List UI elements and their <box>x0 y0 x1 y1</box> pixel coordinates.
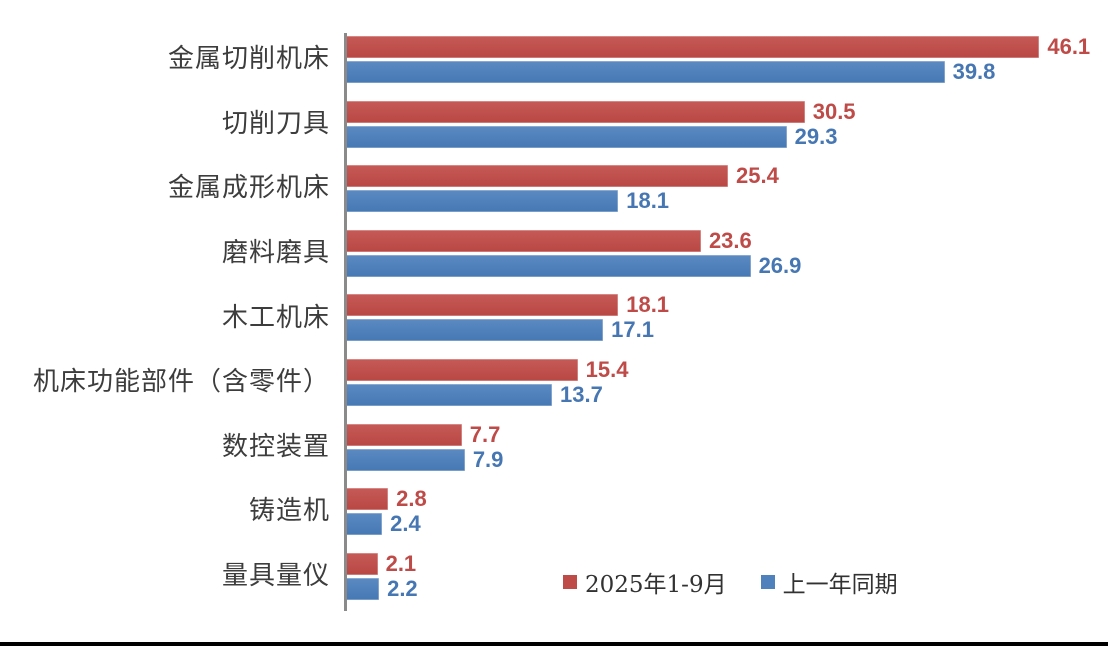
bar-row: 2.1 <box>346 550 1098 576</box>
category-group: 磨料磨具 23.6 26.9 <box>0 227 1098 278</box>
category-label: 铸造机 <box>248 496 330 527</box>
category-group: 金属成形机床 25.4 18.1 <box>0 163 1098 214</box>
bar-current-period <box>346 358 578 381</box>
bar-current-period <box>346 165 729 188</box>
bar-current-period <box>346 36 1040 58</box>
category-group: 量具量仪 2.1 2.2 <box>0 550 1098 601</box>
bar-row: 26.9 <box>346 252 1098 278</box>
bar-pair: 25.4 18.1 <box>346 163 1098 214</box>
bar-previous-period <box>346 254 751 277</box>
bar-current-period <box>346 100 805 123</box>
bar-row: 46.1 <box>346 34 1098 59</box>
value-label: 25.4 <box>736 163 779 189</box>
value-label: 18.1 <box>626 292 670 318</box>
category-label: 切削刀具 <box>221 108 330 139</box>
bottom-border-line <box>0 642 1108 646</box>
value-label: 23.6 <box>708 227 752 253</box>
bar-row: 18.1 <box>346 292 1098 318</box>
bar-row: 29.3 <box>346 123 1098 149</box>
bar-row: 25.4 <box>346 163 1098 189</box>
bar-pair: 30.5 29.3 <box>346 98 1098 149</box>
bar-previous-period <box>346 190 619 213</box>
category-group: 金属切削机床 46.1 39.8 <box>0 34 1098 84</box>
bar-row: 7.9 <box>346 446 1098 472</box>
value-label: 2.4 <box>390 511 421 537</box>
category-group: 木工机床 18.1 17.1 <box>0 292 1098 343</box>
category-group: 机床功能部件（含零件） 15.4 13.7 <box>0 356 1098 407</box>
bar-row: 7.7 <box>346 421 1098 447</box>
bar-previous-period <box>346 448 465 471</box>
bar-previous-period <box>346 125 787 148</box>
value-label: 15.4 <box>585 356 629 382</box>
bar-pair: 18.1 17.1 <box>346 292 1098 343</box>
bar-row: 39.8 <box>346 59 1098 84</box>
category-label: 木工机床 <box>221 302 330 333</box>
value-label: 17.1 <box>611 317 654 343</box>
bar-pair: 2.1 2.2 <box>346 550 1098 601</box>
legend-swatch-blue <box>760 575 775 589</box>
bar-current-period <box>346 423 462 446</box>
bar-previous-period <box>346 577 380 600</box>
value-label: 46.1 <box>1047 34 1091 59</box>
category-label: 数控装置 <box>221 431 330 462</box>
bar-previous-period <box>346 513 383 536</box>
category-group: 数控装置 7.7 7.9 <box>0 421 1098 472</box>
bar-row: 30.5 <box>346 98 1098 124</box>
value-label: 18.1 <box>626 188 670 214</box>
bar-row: 2.4 <box>346 511 1098 537</box>
legend-item-prev-year: 上一年同期 <box>760 565 898 599</box>
chart-rows: 金属切削机床 46.1 39.8 切削刀具 30.5 29.3 金属成形机床 25.4 18.1… <box>0 34 1098 601</box>
bar-previous-period <box>346 319 604 342</box>
value-label: 7.7 <box>469 421 501 447</box>
value-label: 2.2 <box>387 575 418 601</box>
bar-row: 15.4 <box>346 356 1098 382</box>
bar-pair: 46.1 39.8 <box>346 34 1098 84</box>
category-label: 磨料磨具 <box>221 237 330 268</box>
category-group: 铸造机 2.8 2.4 <box>0 486 1098 537</box>
category-label: 量具量仪 <box>221 560 330 591</box>
bar-row: 2.2 <box>346 575 1098 601</box>
category-label: 机床功能部件（含零件） <box>32 367 330 398</box>
value-label: 39.8 <box>952 59 996 84</box>
bar-previous-period <box>346 61 945 83</box>
legend-label-2025: 2025年1-9月 <box>585 572 727 598</box>
value-label: 26.9 <box>758 252 802 278</box>
y-axis-line <box>344 33 347 611</box>
category-group: 切削刀具 30.5 29.3 <box>0 98 1098 149</box>
bar-row: 2.8 <box>346 486 1098 512</box>
bar-current-period <box>346 488 389 511</box>
bar-current-period <box>346 229 701 252</box>
value-label: 2.1 <box>385 550 417 576</box>
bar-row: 23.6 <box>346 227 1098 253</box>
legend-label-prev-year: 上一年同期 <box>782 572 898 598</box>
bar-row: 13.7 <box>346 381 1098 407</box>
bar-pair: 7.7 7.9 <box>346 421 1098 472</box>
bar-row: 17.1 <box>346 317 1098 343</box>
legend-swatch-red <box>563 575 577 589</box>
value-label: 2.8 <box>396 486 427 512</box>
value-label: 30.5 <box>812 98 856 124</box>
bar-pair: 15.4 13.7 <box>346 356 1098 407</box>
bar-current-period <box>346 552 378 575</box>
value-label: 7.9 <box>472 446 504 472</box>
value-label: 29.3 <box>794 123 838 149</box>
category-label: 金属切削机床 <box>167 44 330 75</box>
legend-item-2025: 2025年1-9月 <box>563 565 727 599</box>
bar-previous-period <box>346 383 553 406</box>
category-label: 金属成形机床 <box>167 173 330 204</box>
chart-legend: 2025年1-9月 上一年同期 <box>563 565 898 599</box>
bar-current-period <box>346 294 619 317</box>
bar-row: 18.1 <box>346 188 1098 214</box>
bar-pair: 23.6 26.9 <box>346 227 1098 278</box>
value-label: 13.7 <box>560 381 603 407</box>
bar-pair: 2.8 2.4 <box>346 486 1098 537</box>
